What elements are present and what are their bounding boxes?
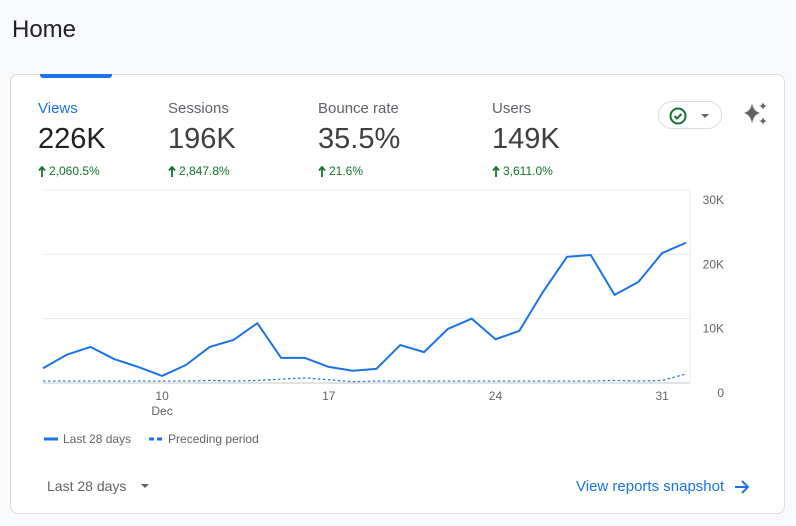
x-tick-label: 17 [322,389,336,403]
metric-change-value: 2,060.5% [49,164,100,178]
up-arrow-icon [492,165,500,177]
y-tick-label: 0 [717,386,724,400]
y-tick-label: 10K [703,322,724,336]
up-arrow-icon [318,165,326,177]
metric: Views 226K 2,060.5% [38,100,106,178]
metric: Bounce rate 35.5% 21.6% [318,100,400,178]
metric-value: 35.5% [318,123,401,155]
up-arrow-icon [38,165,46,177]
up-arrow [492,165,500,177]
legend-label: Last 28 days [63,432,131,446]
x-tick-label: 31 [656,389,670,403]
insights-icon[interactable] [742,100,770,128]
date-range-dropdown[interactable]: Last 28 days [47,478,150,494]
metric-value: 226K [38,123,106,155]
metric-label: Sessions [168,100,229,117]
metric: Sessions 196K 2,847.8% [168,100,236,178]
metric-change-value: 3,611.0% [503,164,553,178]
metric-change-value: 21.6% [329,164,364,178]
tab-indicator [40,74,112,78]
comparison-line [43,373,687,383]
y-tick-label: 20K [703,257,724,271]
date-range-label: Last 28 days [47,478,127,494]
compare-dropdown[interactable] [658,101,722,129]
metric-value: 149K [492,123,560,155]
y-tick-label: 30K [703,193,724,207]
metric: Users 149K 3,611.0% [492,100,560,178]
dropdown-arrow [141,484,150,488]
metric-change: 2,847.8% [168,164,236,178]
card [10,74,785,514]
metric-value: 196K [168,123,236,155]
x-tick-label: 10 [155,389,169,403]
up-arrow [38,165,46,177]
compare-icon [669,107,709,125]
x-month-label: Dec [151,404,172,418]
arrow-icon [735,479,750,494]
metric-change: 2,060.5% [38,164,106,178]
metric-label: Bounce rate [318,100,399,117]
metric-label: Users [492,100,532,117]
up-arrow-icon [168,165,176,177]
metric-change: 3,611.0% [492,164,560,178]
up-arrow [318,165,326,177]
up-arrow [168,165,176,177]
metric-label: Views [38,100,78,117]
metric-change-value: 2,847.8% [179,164,230,178]
metric-change: 21.6% [318,164,400,178]
reports-link[interactable]: View reports snapshot [576,478,750,495]
x-tick-label: 24 [489,389,503,403]
page-title: Home [12,16,77,43]
series-line [42,241,687,377]
reports-link-label: View reports snapshot [576,478,725,495]
legend-label: Preceding period [168,432,259,446]
